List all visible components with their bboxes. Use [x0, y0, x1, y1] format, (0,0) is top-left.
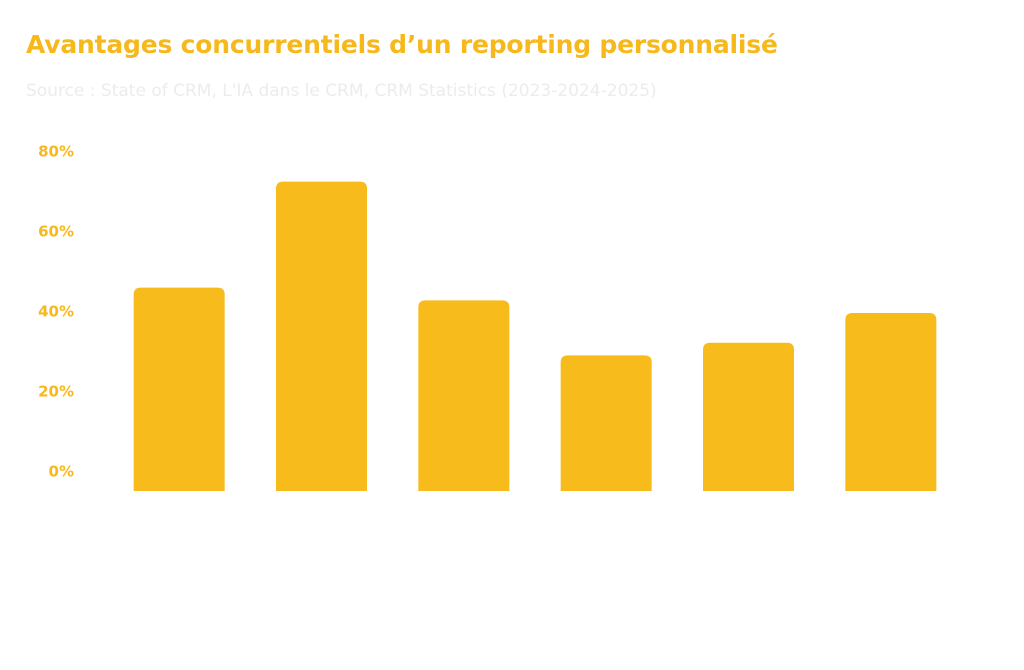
bar	[560, 355, 652, 491]
y-tick-label: 40%	[38, 303, 74, 321]
bar	[418, 300, 510, 491]
bar	[276, 181, 367, 491]
bar	[133, 287, 225, 491]
y-tick-label: 0%	[49, 463, 74, 481]
chart-title: Avantages concurrentiels d’un reporting …	[26, 30, 778, 59]
y-tick-label: 60%	[38, 223, 74, 241]
bars	[133, 181, 937, 491]
bar	[703, 342, 794, 491]
bar	[845, 313, 937, 491]
y-tick-label: 20%	[38, 383, 74, 401]
chart-subtitle: Source : State of CRM, L'IA dans le CRM,…	[26, 81, 657, 101]
y-axis: 80% 60% 40% 20% 0%	[38, 143, 74, 481]
y-tick-label: 80%	[38, 143, 74, 161]
